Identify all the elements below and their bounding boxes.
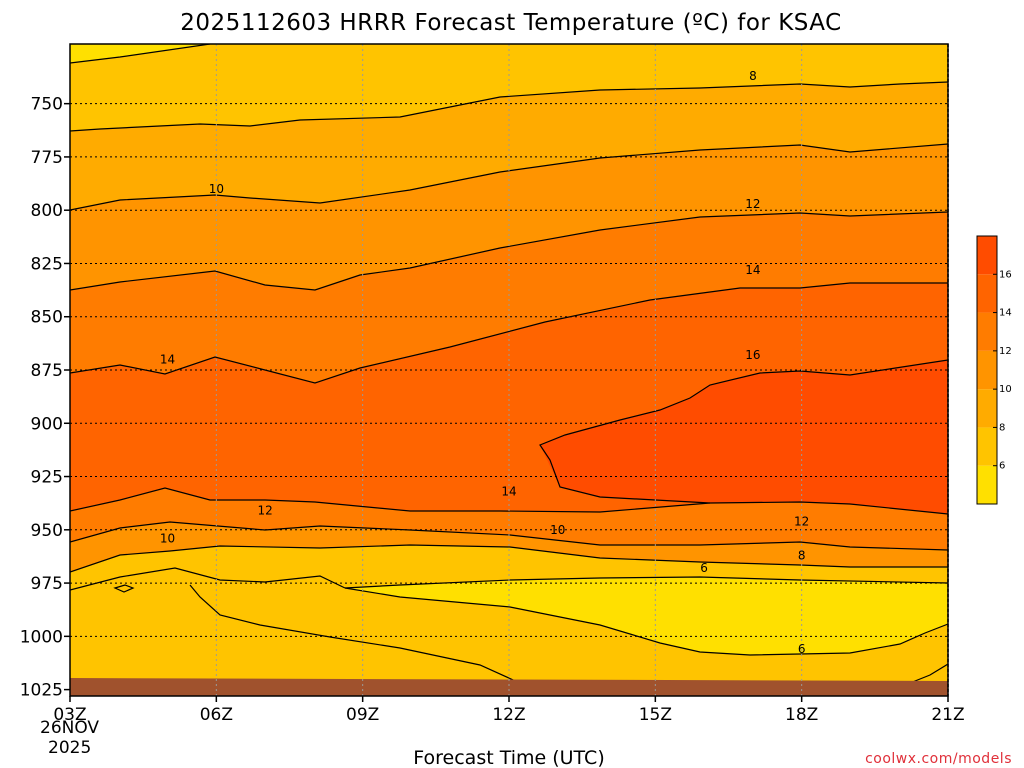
plot-area: 8 10 12 14 14 16 14 12 10 10 12 8 6 6	[70, 44, 948, 696]
contour-label-11: 8	[798, 548, 806, 562]
contour-labels: 8 10 12 14 14 16 14 12 10 10 12 8 6 6	[160, 69, 809, 656]
contour-10	[70, 143, 948, 211]
contour-label-9: 10	[550, 523, 565, 537]
y-tick-label-925: 925	[31, 468, 63, 488]
y-tick-label-975: 975	[31, 574, 63, 594]
contour-near-surface	[189, 584, 521, 684]
contour-label-13: 6	[798, 642, 806, 656]
x-axis-label: Forecast Time (UTC)	[413, 747, 604, 768]
contour-bottom-right	[909, 663, 948, 684]
contour-label-12: 6	[700, 561, 708, 575]
y-axis: 750 775 800 825 850 875 900 925 950 975 1000 1025	[20, 95, 70, 701]
legend-label-14: 14	[999, 308, 1012, 319]
contour-label-4: 14	[160, 352, 175, 366]
fill-band-14-16-upper	[70, 212, 948, 383]
y-tick-label-1025: 1025	[20, 681, 63, 701]
contour-12	[70, 211, 948, 291]
contour-16	[539, 359, 948, 515]
x-tick-label-18Z: 18Z	[785, 705, 818, 725]
legend-label-10: 10	[999, 384, 1012, 395]
legend-swatch-2	[977, 389, 997, 428]
y-tick-label-800: 800	[31, 201, 63, 221]
contour-label-8: 10	[160, 531, 175, 545]
chart-title: 2025112603 HRRR Forecast Temperature (ºC…	[180, 10, 841, 36]
contour-small-closed	[113, 584, 135, 593]
x-tick-label-09Z: 09Z	[346, 705, 379, 725]
contour-8-lower-left	[70, 567, 346, 591]
contour-6	[70, 44, 211, 64]
legend-swatch-0	[977, 465, 997, 504]
contour-8	[70, 81, 948, 132]
legend-swatch-4	[977, 312, 997, 351]
contour-label-10: 12	[794, 514, 809, 528]
y-tick-label-825: 825	[31, 254, 63, 274]
contour-6-bottom	[344, 587, 948, 656]
x-date-year: 2025	[48, 738, 91, 758]
x-tick-label-03Z: 03Z	[53, 705, 86, 725]
legend-swatch-3	[977, 350, 997, 390]
contour-label-7: 12	[257, 504, 272, 518]
fill-band-4-6	[345, 577, 948, 655]
fill-band-8-10	[70, 44, 948, 131]
legend-swatch-1	[977, 427, 997, 466]
legend-frame	[976, 235, 998, 505]
y-tick-label-1000: 1000	[20, 627, 63, 647]
contour-6-lower	[344, 576, 948, 589]
legend-label-16: 16	[999, 269, 1012, 280]
contour-label-5: 16	[745, 348, 760, 362]
contour-label-3: 14	[745, 263, 760, 277]
y-tick-label-775: 775	[31, 148, 63, 168]
contour-label-0: 8	[749, 69, 757, 83]
y-tick-label-850: 850	[31, 308, 63, 328]
x-tick-label-12Z: 12Z	[492, 705, 525, 725]
legend-swatch-5	[977, 274, 997, 313]
contour-14-lower	[70, 487, 711, 513]
watermark[interactable]: coolwx.com/models	[865, 751, 1012, 767]
legend-label-12: 12	[999, 346, 1012, 357]
color-legend: 6 8 10 12 14 16	[976, 235, 1012, 505]
y-tick-label-875: 875	[31, 361, 63, 381]
contour-label-6: 14	[501, 484, 516, 498]
fill-band-10-12-lower	[70, 522, 948, 572]
contour-label-2: 12	[745, 197, 760, 211]
x-axis: 03Z 06Z 09Z 12Z 15Z 18Z 21Z	[53, 696, 965, 725]
contour-label-1: 10	[209, 182, 224, 196]
x-tick-label-21Z: 21Z	[931, 705, 964, 725]
fill-band-16-18	[540, 360, 948, 514]
contour-14-upper	[70, 282, 948, 384]
x-date-day: 26NOV	[40, 718, 99, 738]
x-tick-label-06Z: 06Z	[200, 705, 233, 725]
y-tick-label-900: 900	[31, 414, 63, 434]
legend-label-6: 6	[999, 461, 1005, 472]
x-tick-label-15Z: 15Z	[639, 705, 672, 725]
time-gridlines	[215, 44, 803, 696]
contour-12-lower	[70, 521, 948, 551]
legend-label-8: 8	[999, 422, 1005, 433]
legend-swatch-6	[977, 236, 997, 275]
y-tick-label-750: 750	[31, 95, 63, 115]
contour-10-lower	[70, 544, 948, 573]
y-tick-label-950: 950	[31, 521, 63, 541]
